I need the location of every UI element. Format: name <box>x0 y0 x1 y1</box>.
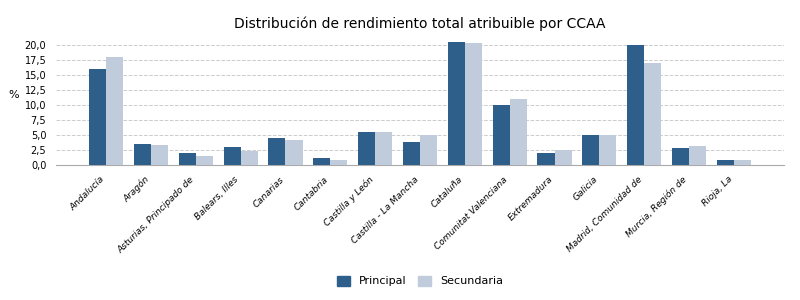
Bar <box>134 144 151 165</box>
Bar <box>448 42 465 165</box>
Bar <box>241 151 258 165</box>
Title: Distribución de rendimiento total atribuible por CCAA: Distribución de rendimiento total atribu… <box>234 16 606 31</box>
Bar <box>375 132 392 165</box>
Bar <box>106 57 123 165</box>
Bar <box>330 160 347 165</box>
Bar <box>178 153 196 165</box>
Bar <box>224 147 241 165</box>
Bar <box>314 158 330 165</box>
Bar <box>493 105 510 165</box>
Bar <box>269 138 286 165</box>
Legend: Principal, Secundaria: Principal, Secundaria <box>333 271 507 291</box>
Bar <box>196 156 213 165</box>
Bar <box>465 43 482 165</box>
Bar <box>151 145 168 165</box>
Bar <box>403 142 420 165</box>
Bar <box>358 132 375 165</box>
Bar <box>599 135 616 165</box>
Bar <box>510 99 526 165</box>
Bar <box>420 135 437 165</box>
Bar <box>286 140 302 165</box>
Bar <box>734 160 751 165</box>
Bar <box>554 150 571 165</box>
Bar <box>582 135 599 165</box>
Y-axis label: %: % <box>8 91 18 100</box>
Bar <box>689 146 706 165</box>
Bar <box>627 45 644 165</box>
Bar <box>717 160 734 165</box>
Bar <box>538 153 554 165</box>
Bar <box>644 63 662 165</box>
Bar <box>672 148 689 165</box>
Bar <box>89 69 106 165</box>
